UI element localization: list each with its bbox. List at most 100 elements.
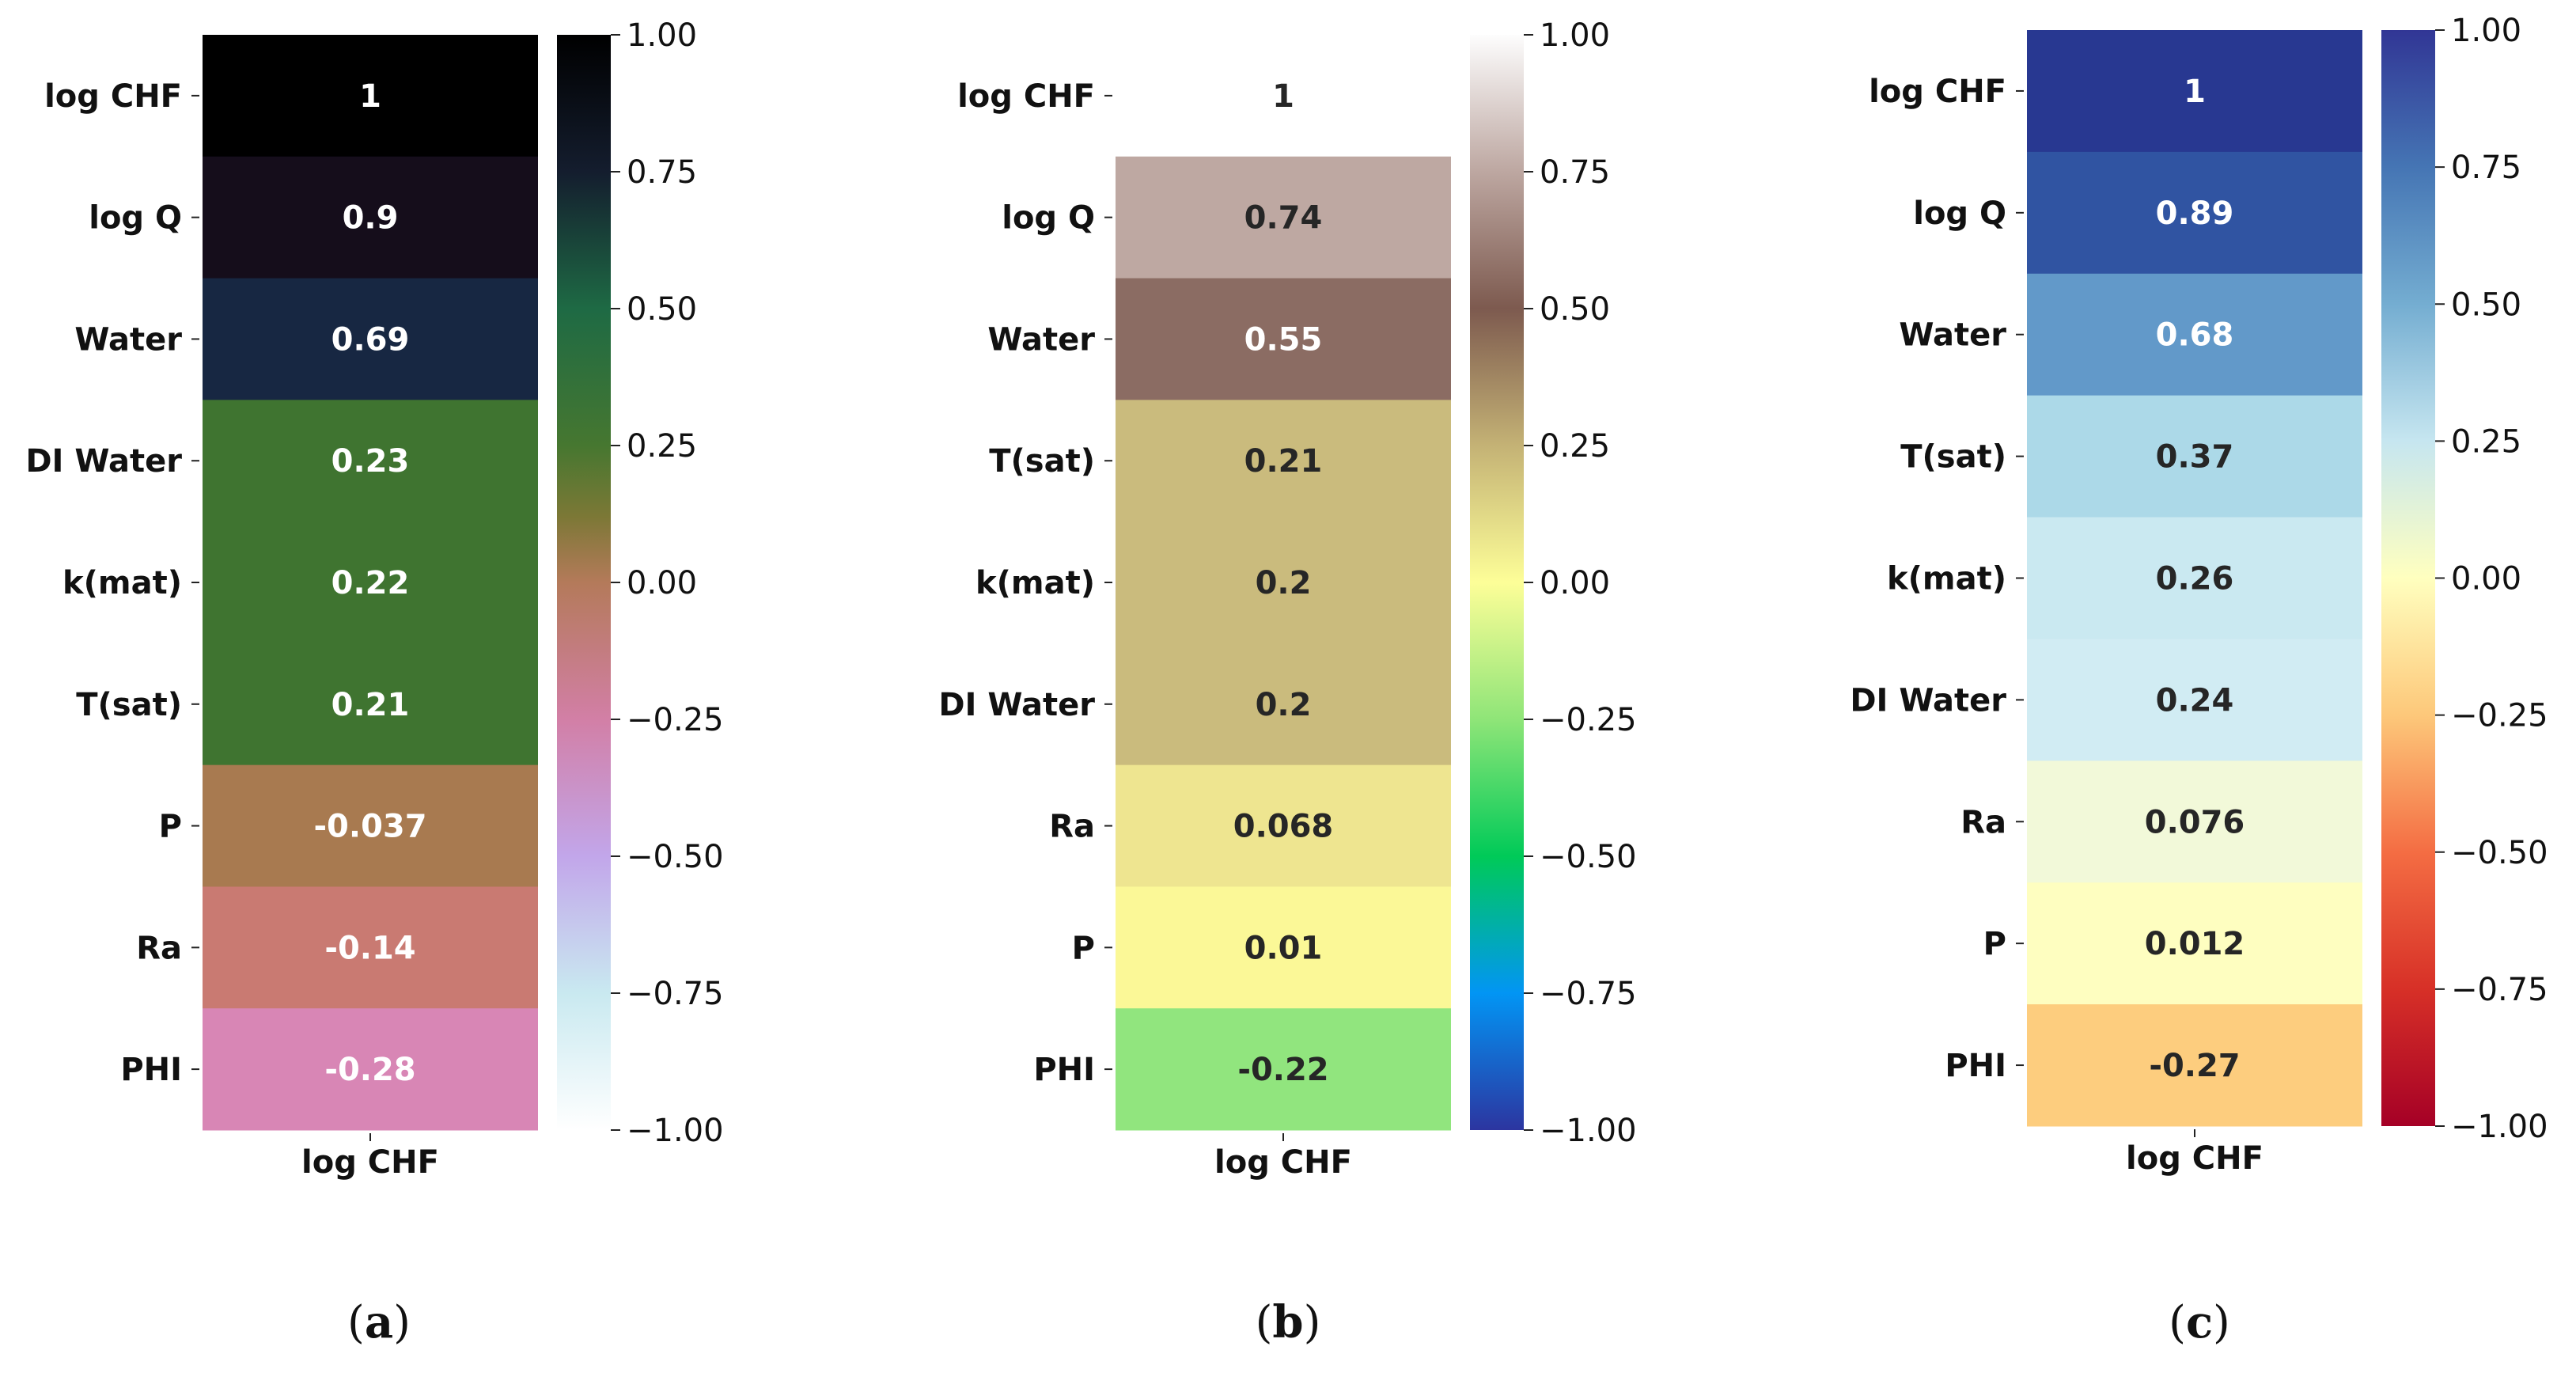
row-label: DI Water [1850,682,2006,719]
row-label: DI Water [938,687,1095,723]
heatmap-cell [1116,400,1451,522]
panel-label: (c) [2169,1296,2230,1348]
colorbar-tick-label: 0.00 [2451,561,2521,597]
cell-value: 0.26 [2156,561,2234,597]
heatmap-cell [2027,517,2362,639]
colorbar-tick-label: 0.50 [627,291,697,328]
cell-value: 0.68 [2156,317,2234,354]
row-label: P [1072,930,1095,966]
colorbar-tick-label: 0.00 [627,565,697,601]
heatmap-cell [1116,643,1451,766]
heatmap-cell [1116,156,1451,279]
heatmap-cell [203,278,538,400]
row-label: k(mat) [1887,561,2006,597]
colorbar-tick-label: 0.25 [2451,423,2521,460]
colorbar-tick-label: 0.50 [2451,286,2521,323]
colorbar-tick-label: −1.00 [627,1113,724,1149]
heatmap-cell [2027,639,2362,761]
cell-value: -0.27 [2149,1048,2240,1084]
heatmap-cell [203,522,538,644]
colorbar-tick-label: 0.75 [627,154,697,191]
heatmap-cell [2027,151,2362,275]
row-label: k(mat) [63,565,182,601]
panel-a: 1 log CHF 0.9 log Q 0.69 Water 0.23 DI Water 0.2… [25,17,723,1348]
colorbar-tick-label: −0.75 [1540,976,1637,1012]
colorbar-tick-label: −0.50 [627,839,724,875]
colorbar-tick-label: −0.75 [2451,972,2548,1008]
cell-value: 0.21 [1244,443,1323,480]
cell-value: 1 [359,78,381,115]
row-label: Ra [1049,809,1095,845]
colorbar-tick-label: 0.75 [1540,154,1610,191]
heatmap-cell [2027,395,2362,518]
row-label: log CHF [44,78,182,115]
colorbar-tick-label: −0.75 [627,976,724,1012]
cell-value: 0.69 [331,321,410,358]
row-label: k(mat) [975,565,1095,601]
heatmap-cell [1116,1008,1451,1131]
cell-value: 0.076 [2145,804,2245,840]
row-label: Ra [1960,804,2006,840]
row-label: PHI [120,1052,182,1088]
cell-value: -0.037 [313,809,426,845]
heatmap-cell [203,886,538,1009]
cell-value: 0.01 [1244,930,1323,966]
colorbar-tick-label: 1.00 [2451,13,2521,49]
row-label: log CHF [957,78,1095,115]
cell-value: 0.068 [1233,809,1334,845]
cell-value: 0.55 [1244,321,1323,358]
colorbar-tick-label: −0.25 [627,702,724,738]
cell-value: -0.22 [1237,1052,1328,1088]
cell-value: 0.74 [1244,200,1323,237]
colorbar [557,35,611,1130]
cell-value: 0.23 [331,443,410,480]
colorbar-tick-label: −0.25 [1540,702,1637,738]
panel-b: 1 log CHF 0.74 log Q 0.55 Water 0.21 T(sat) 0.2 k… [938,17,1636,1348]
cell-value: 0.012 [2145,926,2245,962]
colorbar-tick-label: −1.00 [1540,1113,1637,1149]
heatmap-cell [1116,764,1451,887]
row-label: T(sat) [76,687,182,723]
colorbar-tick-label: −0.25 [2451,698,2548,734]
row-label: P [1983,926,2006,962]
colorbar-tick-label: −0.50 [2451,835,2548,871]
colorbar-tick-label: 1.00 [627,17,697,54]
heatmap-cell [2027,882,2362,1005]
colorbar-tick-label: 0.25 [627,428,697,465]
cell-value: 0.2 [1256,687,1312,723]
row-label: PHI [1033,1052,1095,1088]
cell-value: 0.37 [2156,439,2234,476]
row-label: log Q [89,200,182,237]
heatmap-cell [203,643,538,766]
heatmap-cell [203,1008,538,1131]
colorbar [2381,30,2435,1126]
cell-value: 1 [1272,78,1294,115]
colorbar-tick-label: 0.50 [1540,291,1610,328]
cell-value: 0.89 [2156,195,2234,232]
cell-value: -0.14 [324,930,415,966]
colorbar [1470,35,1524,1130]
cell-value: 0.24 [2156,682,2234,719]
heatmap-cell [1116,278,1451,400]
heatmap-cell [2027,760,2362,883]
colorbar-tick-label: 0.75 [2451,150,2521,186]
panel-label: (a) [347,1296,411,1348]
heatmap-cell [1116,522,1451,644]
heatmap-cell [1116,886,1451,1009]
row-label: Water [987,321,1095,358]
heatmap-cell [2027,30,2362,153]
cell-value: -0.28 [324,1052,415,1088]
heatmap-cell [203,156,538,279]
row-label: Water [74,321,182,358]
cell-value: 0.21 [331,687,410,723]
heatmap-cell [2027,273,2362,396]
row-label: PHI [1945,1048,2006,1084]
panel-c: 1 log CHF 0.89 log Q 0.68 Water 0.37 T(sat) 0.26… [1850,13,2548,1348]
row-label: Water [1899,317,2006,354]
row-label: log CHF [1869,74,2006,110]
cell-value: 0.22 [331,565,410,601]
row-label: T(sat) [989,443,1095,480]
colorbar-tick-label: 0.25 [1540,428,1610,465]
